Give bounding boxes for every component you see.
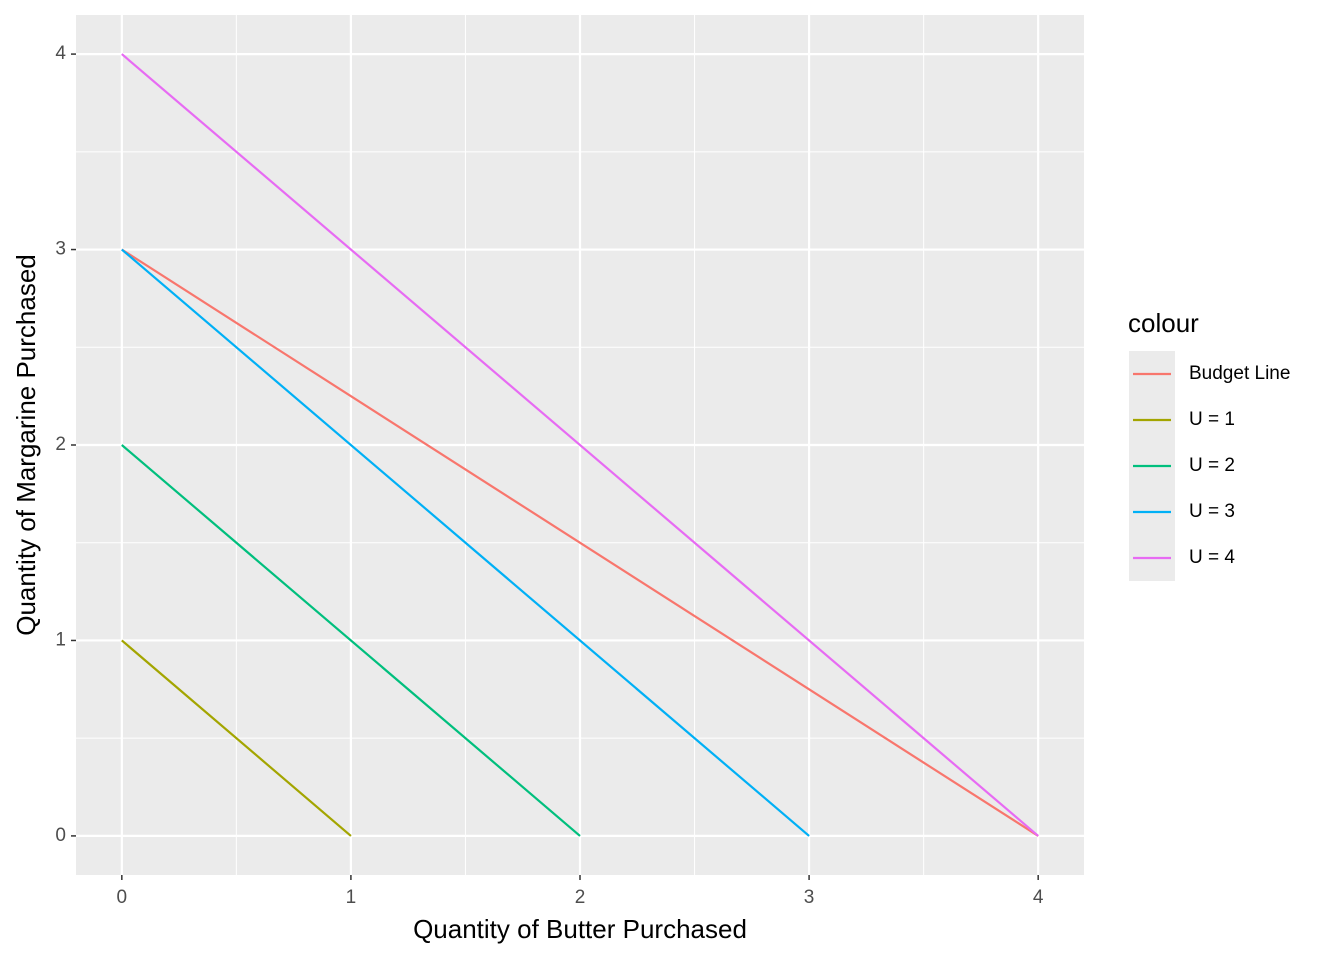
series-line [121,248,810,837]
y-tick-label: 1 [55,629,66,650]
series-line [121,53,1039,837]
series-line [121,248,1039,837]
x-axis-title: Quantity of Butter Purchased [413,914,747,944]
x-tick-label: 4 [1033,887,1044,908]
legend-label: U = 4 [1189,547,1235,568]
y-tick-label: 0 [55,825,66,846]
series-line [121,444,581,837]
legend-label: U = 3 [1189,501,1235,522]
legend-label: Budget Line [1189,363,1290,384]
y-axis-title: Quantity of Margarine Purchased [11,254,41,636]
series-line [121,639,352,837]
y-tick-label: 3 [55,239,66,260]
x-tick-label: 0 [117,887,128,908]
y-tick-label: 4 [55,43,66,64]
x-tick-label: 2 [575,887,586,908]
legend-title: colour [1128,308,1199,338]
x-tick-label: 3 [804,887,815,908]
x-tick-label: 1 [346,887,357,908]
legend-label: U = 1 [1189,409,1235,430]
legend-label: U = 2 [1189,455,1235,476]
y-tick-label: 2 [55,434,66,455]
